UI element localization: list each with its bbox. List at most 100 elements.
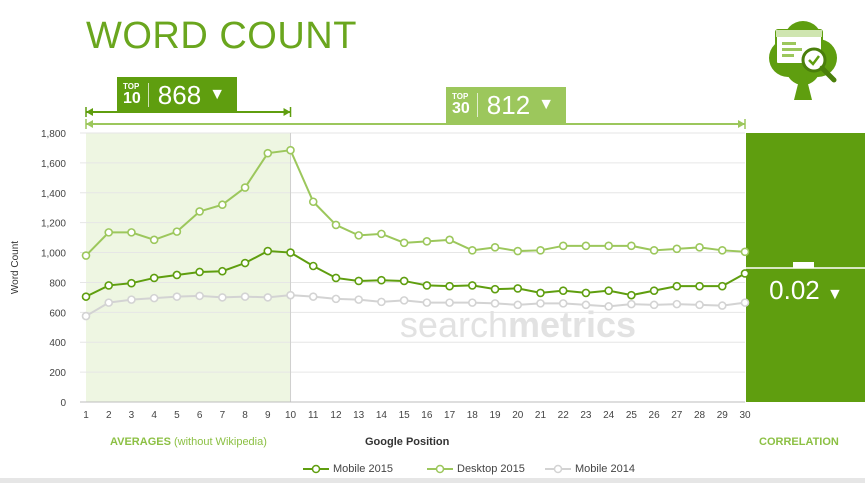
- data-point: [377, 297, 386, 307]
- data-point: [195, 267, 204, 277]
- top30-range-right-arrowhead: [738, 120, 745, 128]
- data-point: [218, 200, 227, 210]
- legend-marker-mobile-2014: [545, 464, 571, 474]
- data-point: [422, 298, 432, 307]
- x-tick-label: 27: [671, 410, 683, 421]
- top30-tag-big: 30: [452, 100, 470, 117]
- data-point: [604, 302, 613, 311]
- data-point: [490, 284, 500, 294]
- data-point: [399, 238, 409, 248]
- data-point: [104, 298, 114, 307]
- data-point: [331, 273, 341, 283]
- data-point: [604, 286, 613, 295]
- legend-item-mobile-2014[interactable]: Mobile 2014: [545, 461, 635, 477]
- top10-tag: TOP 10: [123, 83, 149, 107]
- x-tick-label: 16: [421, 410, 433, 421]
- data-point: [354, 295, 363, 304]
- data-point: [695, 281, 704, 291]
- chart-legend: Mobile 2015 Desktop 2015 Mobile 2014: [0, 461, 865, 477]
- data-point: [717, 281, 727, 291]
- x-tick-label: 30: [739, 410, 751, 421]
- data-point: [195, 207, 204, 216]
- y-tick-label: 600: [49, 308, 66, 319]
- data-point: [445, 235, 454, 245]
- averages-label-bold: AVERAGES: [110, 436, 171, 448]
- x-tick-label: 26: [649, 410, 661, 421]
- data-point: [240, 292, 250, 301]
- data-point: [536, 299, 545, 308]
- x-tick-label: 10: [285, 410, 297, 421]
- data-point: [308, 197, 318, 207]
- correlation-value: 0.02 ▼: [752, 274, 860, 311]
- top30-tag-small: TOP: [452, 92, 469, 101]
- x-axis-title: Google Position: [365, 436, 450, 448]
- y-tick-label: 1,400: [41, 189, 66, 200]
- data-point: [377, 275, 386, 285]
- top30-tag: TOP 30: [452, 93, 478, 117]
- data-point: [172, 227, 182, 236]
- x-tick-label: 28: [694, 410, 706, 421]
- data-point: [331, 220, 341, 230]
- data-point: [149, 273, 159, 283]
- x-tick-label: 29: [717, 410, 729, 421]
- data-point: [286, 290, 295, 300]
- top30-range-left-arrowhead: [86, 120, 93, 128]
- top10-tag-small: TOP: [123, 82, 140, 91]
- data-point: [240, 258, 250, 268]
- y-tick-label: 1,200: [41, 219, 66, 230]
- data-point: [218, 293, 227, 302]
- top10-tag-big: 10: [123, 90, 141, 107]
- legend-item-mobile-2015[interactable]: Mobile 2015: [303, 461, 393, 477]
- top10-average-value: 868: [157, 80, 202, 110]
- y-tick-label: 400: [49, 338, 66, 349]
- legend-marker-mobile-2015: [303, 464, 329, 474]
- legend-item-desktop-2015[interactable]: Desktop 2015: [427, 461, 525, 477]
- data-point: [445, 298, 454, 307]
- data-point: [331, 294, 341, 304]
- data-point: [649, 300, 659, 310]
- data-point: [558, 241, 568, 251]
- top30-average-value: 812: [486, 90, 531, 120]
- y-tick-label: 1,800: [41, 129, 66, 140]
- data-point: [513, 246, 523, 256]
- data-point: [581, 241, 591, 251]
- x-tick-label: 25: [626, 410, 638, 421]
- data-point: [695, 300, 704, 310]
- legend-label-desktop-2015: Desktop 2015: [457, 463, 525, 475]
- data-point: [581, 288, 591, 298]
- top30-down-arrow-icon: ▼: [538, 96, 555, 113]
- data-point: [649, 246, 659, 255]
- data-point: [286, 248, 295, 257]
- averages-label: AVERAGES (without Wikipedia): [110, 435, 267, 449]
- x-tick-label: 14: [376, 410, 388, 421]
- data-point: [672, 299, 682, 309]
- data-point: [536, 288, 545, 298]
- data-point: [354, 231, 363, 240]
- top30-average-badge: TOP 30 812 ▼: [446, 87, 566, 123]
- data-point: [263, 148, 273, 158]
- y-tick-label: 800: [49, 278, 66, 289]
- data-point: [422, 237, 432, 246]
- data-point: [308, 261, 318, 271]
- data-point: [468, 281, 477, 290]
- data-point: [740, 269, 750, 278]
- x-tick-label: 18: [467, 410, 479, 421]
- top10-range-right-arrowhead: [283, 108, 291, 116]
- data-point: [149, 293, 159, 303]
- data-point: [286, 145, 295, 155]
- x-tick-label: 21: [535, 410, 547, 421]
- data-point: [445, 281, 454, 291]
- correlation-label: CORRELATION: [759, 436, 839, 448]
- data-point: [558, 299, 568, 308]
- data-point: [513, 284, 523, 293]
- x-tick-label: 4: [151, 410, 157, 421]
- data-point: [513, 300, 523, 310]
- x-tick-label: 8: [242, 410, 248, 421]
- data-point: [468, 246, 477, 255]
- data-point: [149, 235, 159, 245]
- data-point: [399, 296, 409, 305]
- correlation-bar: [793, 262, 814, 268]
- correlation-down-arrow-icon: ▼: [827, 286, 843, 303]
- data-point: [717, 301, 727, 310]
